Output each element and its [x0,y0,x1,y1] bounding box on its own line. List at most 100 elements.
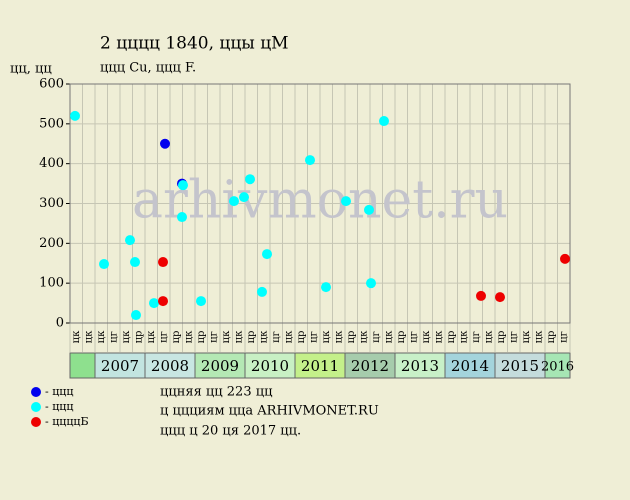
column-label: цк [358,330,369,343]
point [130,257,140,268]
column-label: цг [408,331,419,343]
column-label: цк [283,330,294,343]
column-label: цр [396,331,407,344]
point [196,296,206,307]
column-label: цг [208,331,219,343]
year-band [444,352,496,379]
year-band [344,352,396,379]
note: ц ццциям цца ARHIVMONET.RU [160,404,379,419]
column-label: цк [421,330,432,343]
point [560,253,570,264]
column-label: цг [271,331,282,343]
year-label: 2015 [501,357,539,375]
point [177,212,187,223]
column-label: цг [508,331,519,343]
column-label: цр [496,331,507,344]
point [305,155,315,166]
column-label: цк [221,330,232,343]
column-label: цг [108,331,119,343]
year-band [544,352,571,379]
column-label: цк [233,330,244,343]
point [239,192,249,203]
year-label: 2008 [151,357,189,375]
column-label: цк [333,330,344,343]
year-label: 2016 [541,360,574,375]
y-tick-label: 0 [56,316,64,331]
column-label: цк [483,330,494,343]
point [158,296,168,307]
year-band [494,352,546,379]
point [476,290,486,301]
column-label: цк [383,330,394,343]
column-label: цг [558,331,569,343]
year-label: 2007 [101,357,139,375]
column-label: цг [471,331,482,343]
point [125,235,135,246]
year-band [69,352,96,379]
column-label: цк [458,330,469,343]
y-tick-label: 500 [39,116,64,131]
y-tick-label: 600 [39,77,64,92]
point [245,174,255,185]
note: ццняя цц 223 цц [160,385,272,400]
year-label: 2011 [301,357,339,375]
column-label: цк [121,330,132,343]
column-label: цк [71,330,82,343]
legend-marker [31,387,41,397]
point [341,196,351,207]
point [262,249,272,260]
point [178,180,188,191]
point [364,204,374,215]
watermark: arhivmonet.ru [132,171,508,231]
point [379,116,389,127]
column-label: цк [521,330,532,343]
column-label: цк [96,330,107,343]
chart-subtitle: ццц Cu, ццц F. [100,61,196,76]
column-label: цг [371,331,382,343]
column-label: цр [133,331,144,344]
column-label: цг [158,331,169,343]
y-tick-label: 100 [39,276,64,291]
year-label: 2009 [201,357,239,375]
column-label: цр [246,331,257,344]
year-label: 2010 [251,357,289,375]
legend-label: - ццц [45,385,73,398]
year-label: 2014 [451,357,489,375]
point [495,292,505,303]
point [149,298,159,309]
point [131,310,141,321]
point [99,259,109,270]
y-tick-label: 300 [39,196,64,211]
column-label: цк [83,330,94,343]
legend-label: - ццццБ [45,415,89,428]
column-label: цк [321,330,332,343]
year-band [394,352,446,379]
column-label: цк [258,330,269,343]
point [257,286,267,297]
column-label: цр [546,331,557,344]
column-label: цр [346,331,357,344]
point [158,257,168,268]
legend-marker [31,402,41,412]
column-label: цг [308,331,319,343]
year-band [94,352,146,379]
column-label: цр [196,331,207,344]
plot-frame [69,83,571,324]
column-label: цк [533,330,544,343]
point [366,278,376,289]
column-label: цк [183,330,194,343]
column-label: цк [433,330,444,343]
y-tick-label: 200 [39,236,64,251]
point [160,138,170,149]
year-label: 2013 [401,357,439,375]
year-label: 2012 [351,357,389,375]
year-band [244,352,296,379]
legend-label: - ццц [45,400,73,413]
point [70,110,80,121]
column-label: цк [146,330,157,343]
chart-title: 2 цццц 1840, ццы цМ [100,34,289,54]
y-tick-label: 400 [39,156,64,171]
point [321,282,331,293]
column-label: цр [446,331,457,344]
